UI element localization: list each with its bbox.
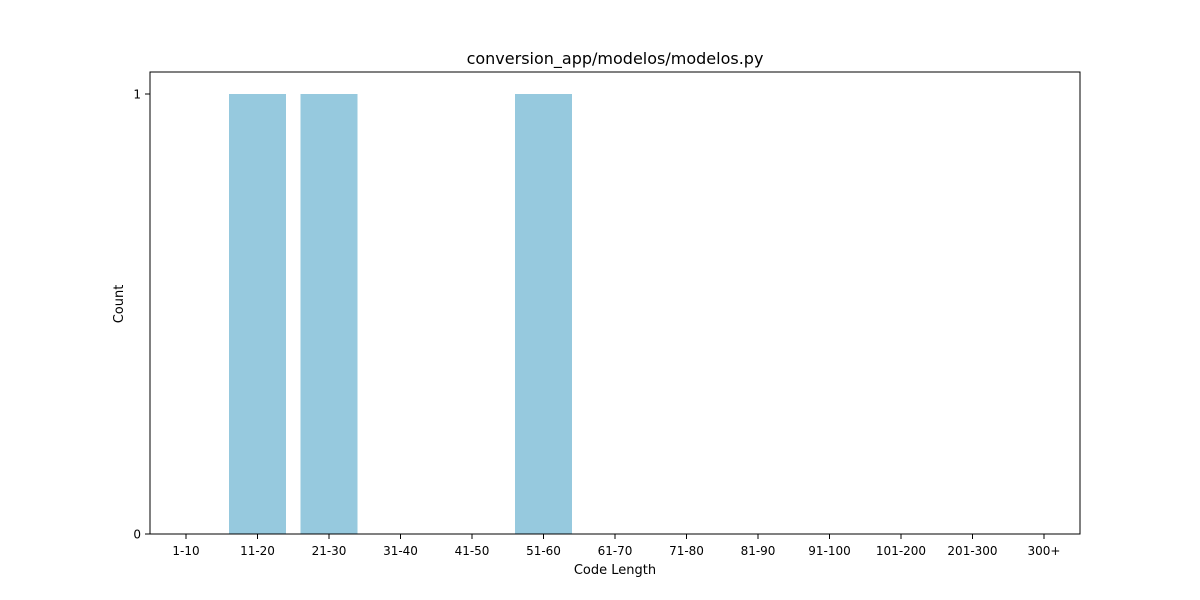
x-tick-label: 41-50 xyxy=(455,544,490,558)
x-tick-label: 21-30 xyxy=(312,544,347,558)
bar-51-60 xyxy=(515,94,572,534)
x-tick-label: 31-40 xyxy=(383,544,418,558)
y-tick-label: 0 xyxy=(133,528,141,542)
x-tick-label: 91-100 xyxy=(808,544,851,558)
x-tick-label: 1-10 xyxy=(172,544,199,558)
bar-21-30 xyxy=(300,94,358,534)
x-tick-label: 71-80 xyxy=(669,544,704,558)
y-axis-label: Count xyxy=(112,285,127,324)
x-tick-label: 201-300 xyxy=(947,544,997,558)
x-tick-label: 81-90 xyxy=(741,544,776,558)
bars-group xyxy=(229,94,572,534)
chart-title: conversion_app/modelos/modelos.py xyxy=(467,49,764,69)
x-tick-label: 51-60 xyxy=(526,544,561,558)
x-tick-label: 11-20 xyxy=(240,544,275,558)
bar-11-20 xyxy=(229,94,286,534)
x-axis: 1-10 11-20 21-30 31-40 41-50 51-60 61-70 71-80 8… xyxy=(172,534,1060,558)
plot-frame xyxy=(149,71,1081,535)
x-axis-label: Code Length xyxy=(574,563,656,578)
y-tick-label: 1 xyxy=(133,88,141,102)
x-tick-label: 101-200 xyxy=(876,544,926,558)
y-axis: 01 xyxy=(133,88,150,542)
x-tick-label: 61-70 xyxy=(598,544,633,558)
x-tick-label: 300+ xyxy=(1028,544,1061,558)
